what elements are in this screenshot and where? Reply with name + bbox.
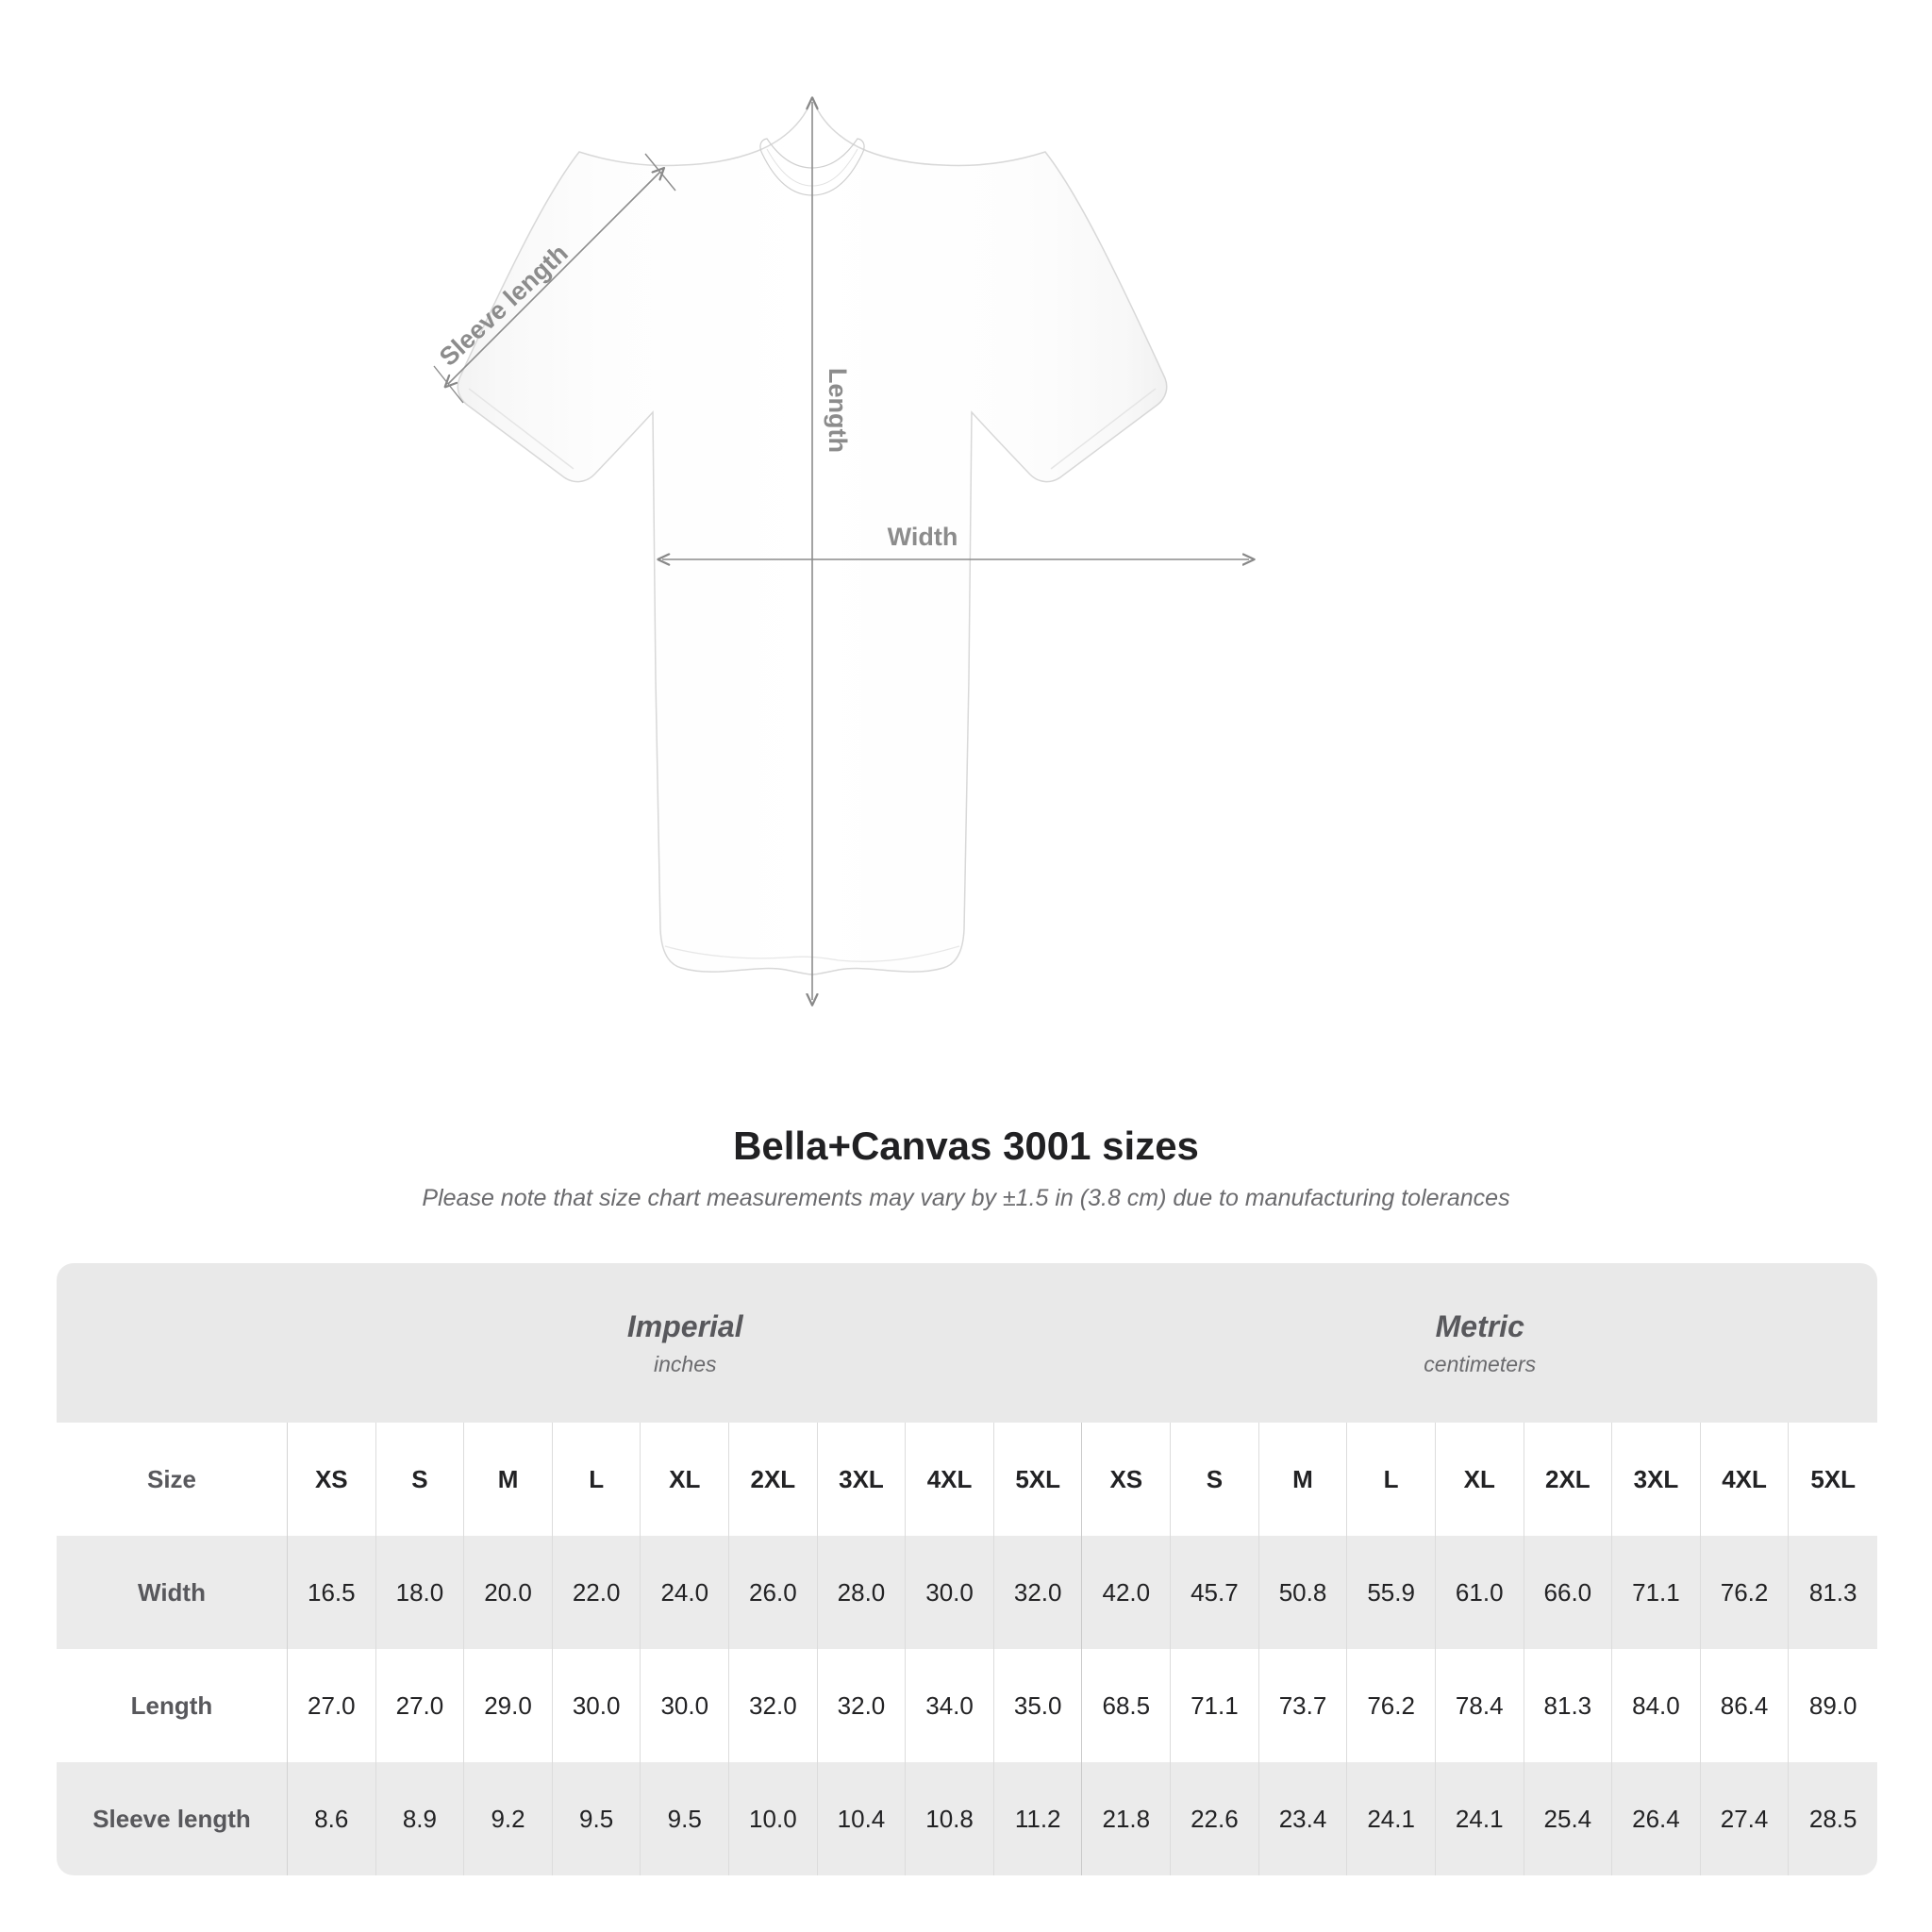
svg-text:Width: Width — [888, 523, 958, 551]
svg-text:Length: Length — [824, 368, 852, 453]
